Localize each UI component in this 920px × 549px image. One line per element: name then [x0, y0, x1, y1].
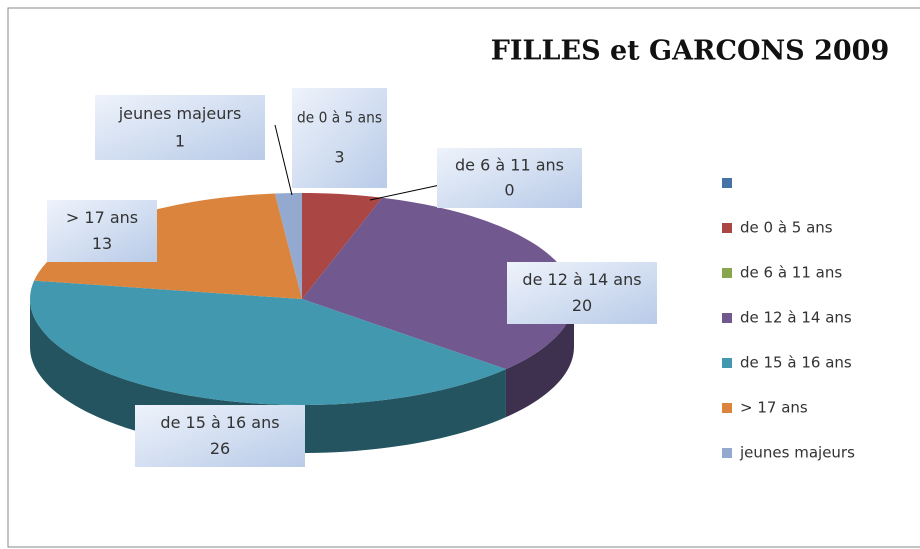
legend-label: de 15 à 16 ans	[740, 354, 852, 372]
data-label-box	[507, 262, 657, 324]
data-label-value: 20	[572, 296, 592, 315]
data-label-value: 0	[504, 181, 514, 200]
leader-line	[369, 184, 441, 201]
data-label-category: de 12 à 14 ans	[522, 270, 641, 289]
legend-label: de 0 à 5 ans	[740, 219, 833, 237]
data-label-category: jeunes majeurs	[118, 104, 242, 123]
legend-swatch	[722, 403, 732, 413]
data-label-box	[47, 200, 157, 262]
slice	[274, 193, 302, 299]
legend-label: > 17 ans	[740, 399, 808, 417]
data-label-category: > 17 ans	[66, 208, 138, 227]
data-label-box	[95, 95, 265, 160]
data-label-box	[292, 88, 387, 188]
legend-label: jeunes majeurs	[739, 444, 855, 462]
slice-side	[505, 299, 574, 418]
data-label-value: 26	[210, 439, 230, 458]
slice	[302, 193, 383, 299]
leader-line	[274, 124, 293, 196]
legend-swatch	[722, 223, 732, 233]
legend-swatch	[722, 448, 732, 458]
legend-swatch	[722, 268, 732, 278]
data-label-category: de 0 à 5 ans	[297, 109, 382, 127]
data-label-category: de 6 à 11 ans	[455, 156, 564, 175]
legend-label: de 6 à 11 ans	[740, 264, 842, 282]
legend-label: de 12 à 14 ans	[740, 309, 852, 327]
legend: de 0 à 5 ans de 6 à 11 ans de 12 à 14 ans d…	[722, 178, 855, 462]
slice	[30, 280, 506, 405]
slice	[302, 197, 574, 370]
data-label-value: 1	[175, 131, 185, 150]
data-label-value: 13	[92, 234, 112, 253]
data-labels: de 0 à 5 ans 3 de 6 à 11 ans 0 de 12 à 14 an…	[47, 88, 657, 467]
data-label-category: de 15 à 16 ans	[160, 413, 279, 432]
legend-swatch	[722, 178, 732, 188]
data-label-box	[437, 148, 582, 208]
legend-swatch	[722, 313, 732, 323]
slice	[34, 193, 302, 299]
chart-title: FILLES et GARCONS 2009	[491, 36, 889, 67]
legend-swatch	[722, 358, 732, 368]
data-label-box	[135, 405, 305, 467]
data-label-value: 3	[334, 148, 344, 167]
